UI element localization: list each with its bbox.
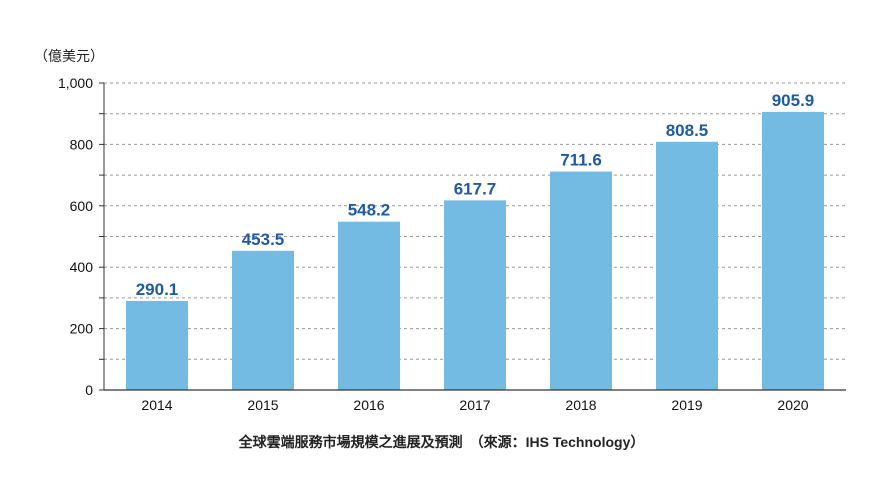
bar xyxy=(550,171,612,390)
x-tick-label: 2020 xyxy=(777,397,808,413)
y-tick-label: 400 xyxy=(70,259,94,275)
bar-value-label: 290.1 xyxy=(136,280,179,299)
y-tick-label: 1,000 xyxy=(58,75,93,91)
bar xyxy=(762,111,824,390)
bar-value-label: 711.6 xyxy=(560,151,602,170)
y-tick-label: 200 xyxy=(70,321,94,337)
bar xyxy=(444,200,506,390)
bar-value-label: 548.2 xyxy=(348,201,391,220)
x-tick-label: 2015 xyxy=(247,397,278,413)
bar-value-label: 453.5 xyxy=(242,230,285,249)
x-tick-label: 2014 xyxy=(141,397,172,413)
x-tick-label: 2016 xyxy=(353,397,384,413)
y-tick-label: 800 xyxy=(70,136,94,152)
x-tick-label: 2019 xyxy=(671,397,702,413)
bar xyxy=(338,221,400,390)
bars xyxy=(126,111,824,390)
x-tick-label: 2018 xyxy=(565,397,596,413)
axes xyxy=(99,82,846,391)
chart-caption: 全球雲端服務市場規模之進展及預測 （來源：IHS Technology） xyxy=(238,434,645,450)
y-axis-unit-label: （億美元） xyxy=(34,48,104,64)
y-tick-label: 600 xyxy=(70,198,94,214)
bar-value-label: 905.9 xyxy=(772,91,815,110)
gridlines xyxy=(104,82,846,360)
bar xyxy=(656,141,718,390)
bar-value-label: 808.5 xyxy=(666,121,709,140)
bar xyxy=(126,300,188,390)
x-tick-label: 2017 xyxy=(459,397,490,413)
labels: 0 200 400 600 800 1,000 290.1 2014 453.5 2015 548.… xyxy=(58,75,814,413)
bar-value-label: 617.7 xyxy=(454,179,497,198)
bar xyxy=(232,250,294,390)
y-tick-label: 0 xyxy=(85,382,93,398)
